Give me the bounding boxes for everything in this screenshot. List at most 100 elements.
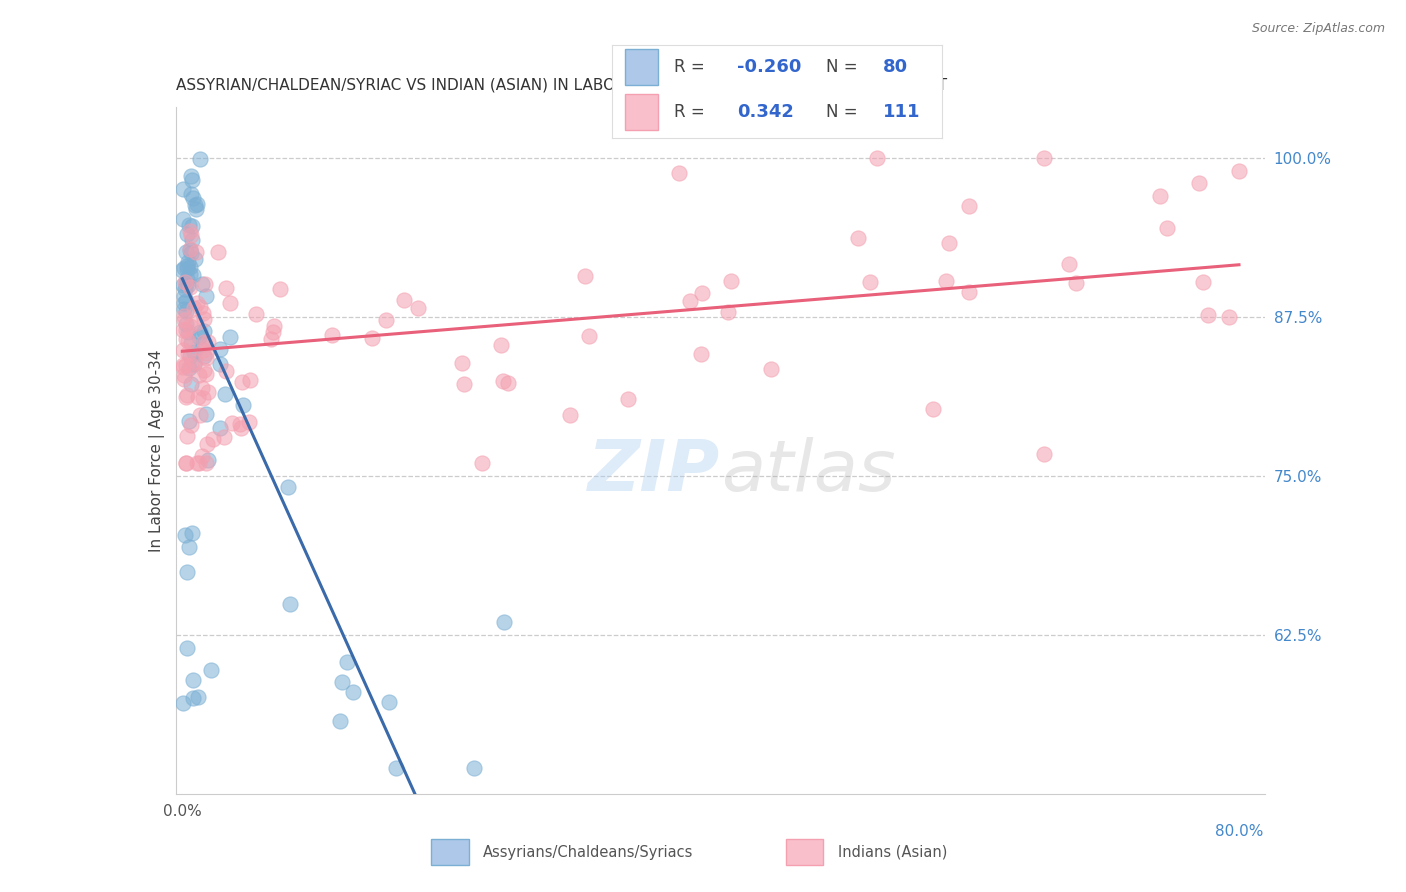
- Point: [406, 301, 429, 315]
- Point: [214, 386, 236, 401]
- Point: [187, 456, 209, 470]
- Point: [259, 332, 281, 346]
- Point: [463, 761, 485, 775]
- Point: [191, 381, 214, 395]
- Point: [180, 336, 202, 351]
- Point: [209, 421, 232, 435]
- Point: [330, 675, 353, 690]
- Text: 111: 111: [883, 103, 920, 121]
- Point: [179, 319, 201, 334]
- Point: [173, 282, 195, 296]
- Point: [957, 199, 980, 213]
- Point: [173, 371, 195, 385]
- Point: [176, 429, 198, 443]
- Point: [180, 246, 202, 260]
- Point: [193, 335, 215, 350]
- Point: [174, 390, 197, 404]
- Point: [181, 268, 204, 283]
- Point: [174, 456, 197, 470]
- Point: [177, 254, 200, 268]
- Point: [957, 285, 980, 299]
- Point: [239, 373, 262, 387]
- Point: [180, 169, 202, 183]
- Text: -0.260: -0.260: [737, 58, 801, 76]
- Point: [172, 262, 194, 277]
- Point: [181, 219, 204, 234]
- Point: [617, 392, 640, 406]
- Text: 80.0%: 80.0%: [1215, 824, 1263, 839]
- Point: [496, 376, 519, 391]
- Point: [184, 202, 207, 216]
- Point: [574, 268, 596, 283]
- Point: [263, 318, 285, 333]
- Point: [450, 356, 472, 370]
- Point: [187, 690, 209, 704]
- Point: [179, 349, 201, 363]
- Point: [179, 280, 201, 294]
- Point: [218, 330, 240, 344]
- Point: [173, 295, 195, 310]
- Point: [209, 357, 232, 371]
- Point: [193, 277, 215, 292]
- Point: [1227, 163, 1250, 178]
- Point: [859, 275, 882, 289]
- FancyBboxPatch shape: [624, 95, 658, 130]
- Point: [200, 663, 222, 677]
- Text: ZIP: ZIP: [588, 436, 721, 506]
- Point: [177, 414, 200, 428]
- Point: [176, 332, 198, 346]
- Point: [172, 696, 194, 710]
- Point: [378, 695, 401, 709]
- Point: [228, 417, 250, 431]
- Point: [172, 211, 194, 226]
- Point: [181, 233, 204, 247]
- Point: [491, 374, 513, 388]
- Point: [179, 242, 201, 256]
- Point: [215, 281, 238, 295]
- Point: [174, 293, 197, 308]
- Point: [179, 223, 201, 237]
- Point: [176, 388, 198, 402]
- Point: [193, 306, 215, 320]
- Point: [342, 685, 364, 699]
- Text: R =: R =: [675, 58, 706, 76]
- Point: [177, 325, 200, 339]
- Text: Assyrians/Chaldeans/Syriacs: Assyrians/Chaldeans/Syriacs: [484, 845, 693, 860]
- Point: [173, 313, 195, 327]
- Point: [1149, 189, 1171, 203]
- Point: [578, 329, 600, 343]
- Point: [194, 289, 217, 303]
- Point: [221, 416, 243, 430]
- Point: [180, 418, 202, 433]
- Point: [1057, 257, 1080, 271]
- Point: [188, 300, 211, 314]
- Point: [1032, 447, 1054, 461]
- Point: [177, 277, 200, 292]
- Point: [183, 301, 205, 316]
- Point: [489, 338, 512, 352]
- Point: [193, 343, 215, 357]
- Point: [186, 316, 208, 330]
- Point: [176, 640, 198, 655]
- Point: [176, 227, 198, 242]
- Point: [336, 656, 359, 670]
- Point: [173, 289, 195, 303]
- Point: [183, 357, 205, 371]
- Point: [560, 408, 582, 422]
- Point: [184, 252, 207, 267]
- Point: [179, 267, 201, 281]
- Point: [231, 421, 253, 435]
- Point: [208, 342, 231, 356]
- Point: [689, 346, 711, 360]
- Point: [174, 303, 197, 318]
- Point: [194, 367, 217, 381]
- Point: [174, 245, 197, 260]
- Text: atlas: atlas: [721, 436, 896, 506]
- Point: [186, 456, 208, 470]
- Point: [191, 336, 214, 351]
- Point: [866, 151, 889, 165]
- Text: Source: ZipAtlas.com: Source: ZipAtlas.com: [1251, 22, 1385, 36]
- Point: [690, 285, 713, 300]
- Point: [181, 690, 204, 705]
- Point: [172, 182, 194, 196]
